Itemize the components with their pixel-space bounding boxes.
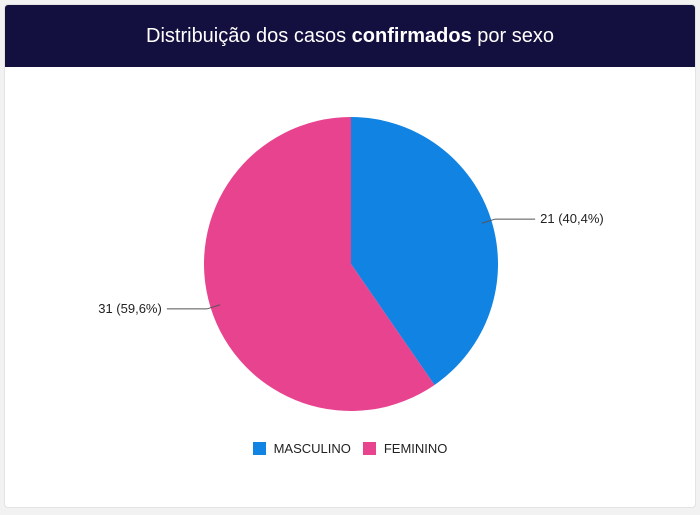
legend-label-masculino: MASCULINO [273,441,351,456]
pie-slice-feminino[interactable] [204,117,435,411]
legend-label-feminino: FEMININO [383,441,448,456]
data-label-masculino: 21 (40,4%) [540,211,604,226]
pie-slice-masculino[interactable] [351,117,499,385]
data-label-feminino: 31 (59,6%) [98,301,162,316]
leader-line-feminino [166,304,221,310]
legend-item-masculino[interactable]: MASCULINO [252,441,351,456]
title-prefix: Distribuição dos casos [146,24,352,47]
leader-line-masculino [481,218,536,224]
title-bold: confirmados [351,24,472,47]
chart-card: Distribuição dos casos confirmados por s… [4,4,696,508]
pie-chart: 21 (40,4%) 31 (59,6%) [98,117,604,411]
chart-legend: MASCULINO FEMININO [5,441,695,456]
legend-swatch-masculino [252,442,266,455]
chart-header: Distribuição dos casos confirmados por s… [5,5,695,67]
title-suffix: por sexo [471,24,554,47]
legend-item-feminino[interactable]: FEMININO [362,441,448,456]
legend-swatch-feminino [362,442,376,455]
